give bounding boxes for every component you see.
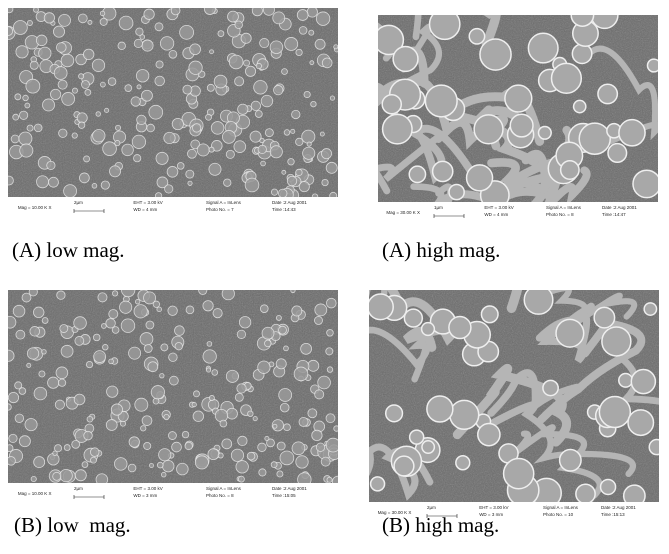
info-signal: Signal A = InLens <box>206 200 242 205</box>
info-mag: Mag = 10.00 K X <box>18 205 52 210</box>
info-time: Time :14:47 <box>602 212 626 217</box>
info-date: Date :2 Aug 2001 <box>272 486 307 491</box>
sem-image: Mag = 30.00 K X 1µm EHT = 3.00 kV WD = 4 mm… <box>378 15 658 222</box>
figure: Mag = 10.00 K X 2µm EHT = 3.00 kV WD = 4 mm… <box>0 0 669 554</box>
info-time: Time :14:43 <box>272 207 296 212</box>
info-eht: EHT = 3.00 kV <box>479 505 508 510</box>
info-scale: 2µm <box>74 486 83 491</box>
caption: (B) low mag. <box>14 513 131 538</box>
info-scale: 1µm <box>434 205 443 210</box>
info-time: Time :15:05 <box>272 493 296 498</box>
caption: (B) high mag. <box>382 513 499 538</box>
info-scale: 2µm <box>74 200 83 205</box>
info-photo: Photo No. = 8 <box>546 212 574 217</box>
sem-image: Mag = 10.00 K X 2µm EHT = 3.00 kV WD = 3 mm… <box>8 290 338 503</box>
info-eht: EHT = 3.00 kV <box>133 200 162 205</box>
info-wd: WD = 4 mm <box>484 212 508 217</box>
info-eht: EHT = 3.00 kV <box>484 205 513 210</box>
info-wd: WD = 4 mm <box>133 207 157 212</box>
caption: (A) low mag. <box>12 238 125 263</box>
sem-image: Mag = 10.00 K X 2µm EHT = 3.00 kV WD = 4 mm… <box>8 8 338 217</box>
info-date: Date :2 Aug 2001 <box>272 200 307 205</box>
info-time: Time :15:13 <box>601 512 625 517</box>
info-date: Date :2 Aug 2001 <box>602 205 637 210</box>
info-signal: Signal A = InLens <box>543 505 579 510</box>
info-mag: Mag = 30.00 K X <box>386 210 420 215</box>
info-wd: WD = 3 mm <box>133 493 157 498</box>
caption: (A) high mag. <box>382 238 500 263</box>
info-photo: Photo No. = 7 <box>206 207 234 212</box>
info-photo: Photo No. = 8 <box>206 493 234 498</box>
info-date: Date :2 Aug 2001 <box>601 505 636 510</box>
info-scale: 2µm <box>427 505 436 510</box>
info-signal: Signal A = InLens <box>206 486 242 491</box>
info-eht: EHT = 3.00 kV <box>133 486 162 491</box>
info-mag: Mag = 10.00 K X <box>18 491 52 496</box>
info-signal: Signal A = InLens <box>546 205 582 210</box>
info-photo: Photo No. = 10 <box>543 512 574 517</box>
